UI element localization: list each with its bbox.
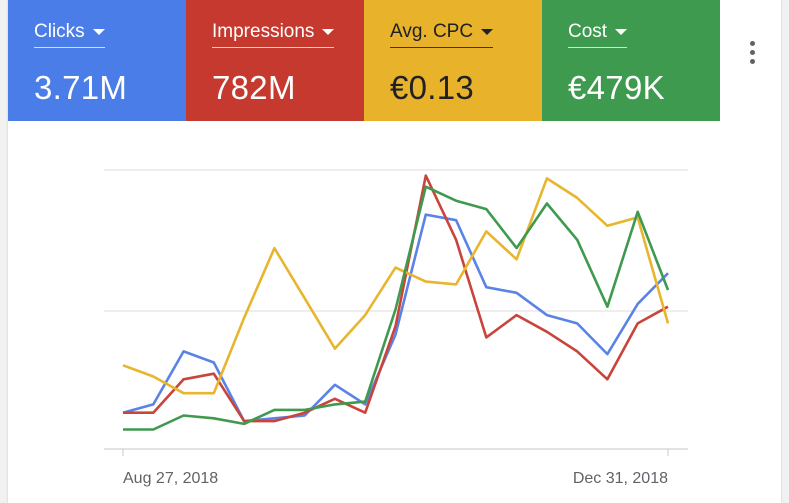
metric-label: Clicks [34,21,85,42]
metric-value: 782M [212,69,296,106]
metric-tile-impressions[interactable]: Impressions 782M [186,0,364,121]
series-line-1 [123,174,669,423]
metric-value: €479K [568,69,665,106]
metric-value: 3.71M [34,69,128,106]
x-tick-label-end: Dec 31, 2018 [573,470,668,487]
series-line-2 [122,177,670,395]
caret-down-icon [481,29,494,35]
more-vert-icon[interactable] [740,36,764,68]
menu-dot [749,58,755,64]
metric-label: Impressions [212,21,315,42]
performance-card: Clicks 3.71M Impressions 782M Avg. CPC €… [8,0,781,503]
caret-down-icon [92,29,105,35]
metric-label: Cost [568,21,608,42]
series-line-0 [122,213,669,423]
metric-tiles: Clicks 3.71M Impressions 782M Avg. CPC €… [8,0,720,121]
menu-dot [749,40,755,46]
metric-selector-clicks[interactable]: Clicks [34,21,105,48]
caret-down-icon [615,29,628,35]
x-tick-label-start: Aug 27, 2018 [123,470,218,487]
metric-value: €0.13 [390,69,475,106]
series-line-3 [123,185,670,431]
metric-selector-cost[interactable]: Cost [568,21,628,48]
caret-down-icon [322,29,335,35]
menu-dot [749,49,755,55]
metric-label: Avg. CPC [390,21,474,42]
performance-line-chart: Aug 27, 2018 Dec 31, 2018 [104,169,688,487]
metric-selector-impressions[interactable]: Impressions [212,21,335,48]
metric-selector-avg-cpc[interactable]: Avg. CPC [390,21,494,48]
metric-tile-cost[interactable]: Cost €479K [542,0,720,121]
metric-tile-clicks[interactable]: Clicks 3.71M [8,0,186,121]
metric-tile-avg-cpc[interactable]: Avg. CPC €0.13 [364,0,542,121]
